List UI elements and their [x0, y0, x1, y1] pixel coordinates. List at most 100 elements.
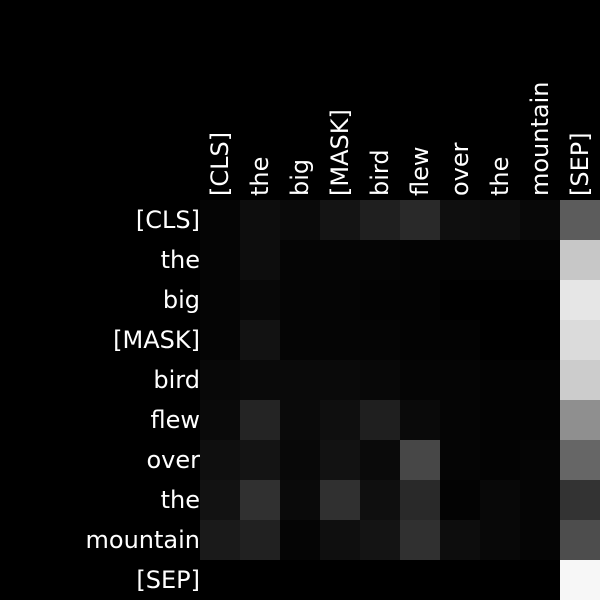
heatmap-cell: [440, 560, 480, 600]
heatmap-cell: [440, 520, 480, 560]
heatmap-cell: [360, 360, 400, 400]
x-tick-label: [CLS]: [206, 132, 234, 196]
heatmap-cell: [320, 200, 360, 240]
heatmap-cell: [400, 360, 440, 400]
heatmap-cell: [400, 240, 440, 280]
heatmap-cell: [560, 200, 600, 240]
x-tick-label: big: [286, 159, 314, 196]
x-tick-label: the: [246, 157, 274, 196]
heatmap-cell: [520, 480, 560, 520]
heatmap-cell: [240, 240, 280, 280]
heatmap-cell: [480, 320, 520, 360]
heatmap-cell: [520, 560, 560, 600]
heatmap-cell: [480, 400, 520, 440]
heatmap-cell: [240, 520, 280, 560]
heatmap-cell: [360, 240, 400, 280]
heatmap-cell: [200, 280, 240, 320]
heatmap-cell: [360, 480, 400, 520]
y-tick-label: the: [161, 246, 200, 274]
heatmap-cell: [200, 240, 240, 280]
heatmap-cell: [560, 520, 600, 560]
heatmap-cell: [240, 400, 280, 440]
heatmap-cell: [520, 320, 560, 360]
heatmap-cell: [200, 560, 240, 600]
heatmap-cell: [440, 400, 480, 440]
heatmap-cell: [520, 400, 560, 440]
heatmap-cell: [480, 560, 520, 600]
heatmap-cell: [280, 520, 320, 560]
heatmap-cell: [200, 520, 240, 560]
heatmap-cell: [520, 200, 560, 240]
heatmap-cell: [480, 360, 520, 400]
heatmap-cell: [280, 200, 320, 240]
heatmap-cell: [400, 480, 440, 520]
heatmap-cell: [400, 440, 440, 480]
heatmap-cell: [520, 240, 560, 280]
heatmap-cell: [200, 440, 240, 480]
heatmap-cell: [240, 320, 280, 360]
heatmap-cell: [400, 560, 440, 600]
y-axis-tick-labels: [CLS] the big [MASK] bird flew over the mountain…: [86, 206, 201, 594]
x-axis-tick-labels: [CLS] the big [MASK] bird flew over the mountain…: [206, 82, 594, 196]
heatmap-cell: [480, 240, 520, 280]
y-tick-label: [SEP]: [136, 566, 200, 594]
heatmap-cell: [440, 320, 480, 360]
heatmap-cell: [280, 400, 320, 440]
heatmap-cell: [480, 440, 520, 480]
x-tick-label: [SEP]: [566, 132, 594, 196]
heatmap-cell: [320, 440, 360, 480]
heatmap-cell: [200, 480, 240, 520]
heatmap-cell: [200, 320, 240, 360]
heatmap-cell: [400, 400, 440, 440]
y-tick-label: the: [161, 486, 200, 514]
heatmap-cell: [440, 480, 480, 520]
heatmap-cell: [360, 520, 400, 560]
y-tick-label: [CLS]: [136, 206, 200, 234]
heatmap-cell: [320, 360, 360, 400]
heatmap-cell: [440, 280, 480, 320]
heatmap-cell: [480, 280, 520, 320]
heatmap-cell: [320, 480, 360, 520]
heatmap-cell: [320, 240, 360, 280]
heatmap-cell: [560, 480, 600, 520]
heatmap-cell: [400, 320, 440, 360]
heatmap-cell: [360, 560, 400, 600]
heatmap-cell: [560, 240, 600, 280]
heatmap-cell: [520, 280, 560, 320]
heatmap-cell: [360, 400, 400, 440]
heatmap-cell: [560, 360, 600, 400]
heatmap-cell: [200, 400, 240, 440]
heatmap-cell: [440, 200, 480, 240]
heatmap-cell: [560, 320, 600, 360]
heatmap-cell: [560, 400, 600, 440]
heatmap-cell: [200, 360, 240, 400]
heatmap-cell: [280, 360, 320, 400]
x-tick-label: bird: [366, 149, 394, 196]
heatmap-cell: [400, 280, 440, 320]
heatmap-cells: [200, 200, 600, 600]
heatmap-cell: [200, 200, 240, 240]
heatmap-cell: [320, 280, 360, 320]
x-tick-label: flew: [406, 146, 434, 196]
y-tick-label: mountain: [86, 526, 200, 554]
heatmap-cell: [240, 480, 280, 520]
heatmap-cell: [320, 320, 360, 360]
heatmap-cell: [280, 320, 320, 360]
x-tick-label: over: [446, 142, 474, 196]
heatmap-cell: [360, 440, 400, 480]
heatmap-cell: [360, 200, 400, 240]
heatmap-cell: [440, 240, 480, 280]
heatmap-cell: [440, 440, 480, 480]
y-tick-label: big: [163, 286, 200, 314]
heatmap-cell: [240, 360, 280, 400]
y-tick-label: [MASK]: [113, 326, 200, 354]
heatmap-cell: [520, 440, 560, 480]
heatmap-cell: [280, 240, 320, 280]
heatmap-cell: [280, 480, 320, 520]
y-tick-label: flew: [150, 406, 200, 434]
x-tick-label: mountain: [526, 82, 554, 196]
heatmap-cell: [320, 560, 360, 600]
heatmap-cell: [560, 440, 600, 480]
heatmap-cell: [240, 440, 280, 480]
